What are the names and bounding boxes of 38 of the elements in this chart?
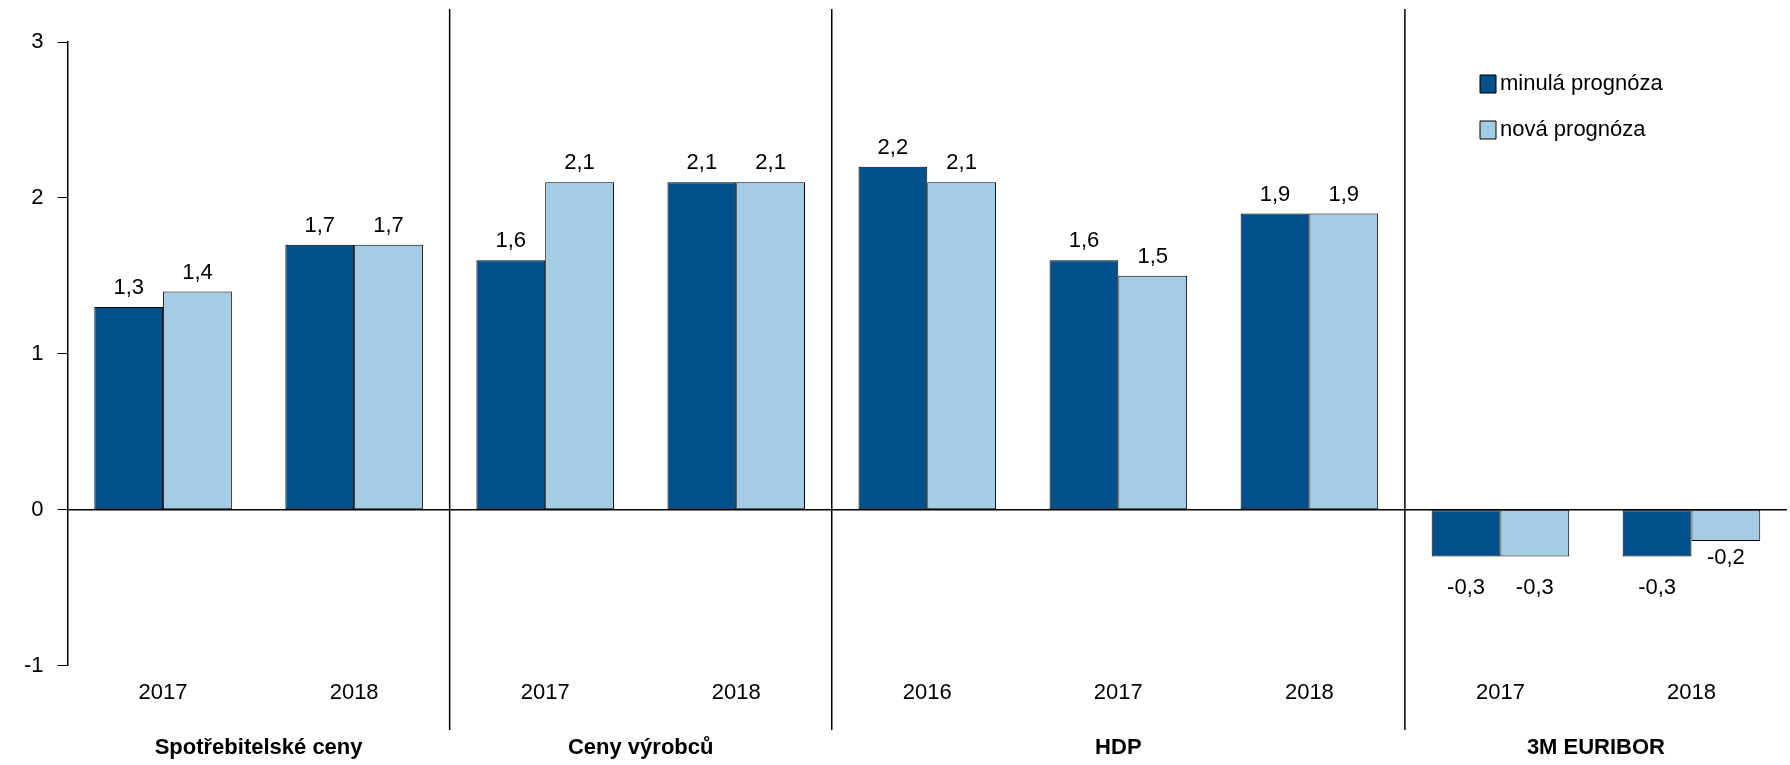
data-label: -0,3 [1638,573,1677,599]
x-tick-label: 2018 [711,678,761,704]
y-tick-label: 3 [31,28,44,54]
x-tick-label: 2018 [1667,678,1716,704]
legend-label: minulá prognóza [1500,70,1664,96]
x-tick-label: 2017 [1093,678,1143,704]
data-label: 2,1 [564,149,595,175]
y-tick-label: -1 [24,651,44,677]
data-label: 2,1 [755,149,786,175]
x-tick-label: 2017 [1475,678,1525,704]
legend-label: nová prognóza [1500,116,1647,142]
data-label: 1,4 [182,258,213,284]
data-label: 1,9 [1328,180,1360,206]
text: HDP [1095,734,1142,760]
x-tick-label: 2016 [902,678,952,704]
data-label: 2,2 [877,133,909,159]
text: Ceny výrobců [567,734,714,760]
data-label: 1,7 [304,211,336,237]
x-tick-label: 2017 [520,678,570,704]
data-label: 1,7 [373,211,404,237]
data-label: 2,1 [946,149,977,175]
data-label: -0,3 [1447,573,1485,599]
x-tick-label: 2018 [1284,678,1334,704]
x-tick-label: 2018 [329,678,379,704]
text: 3M EURIBOR [1526,734,1666,760]
data-label: 1,6 [1068,227,1100,253]
data-label: -0,3 [1515,573,1554,599]
data-label: 2,1 [686,149,718,175]
data-label: 1,9 [1259,180,1291,206]
y-tick-label: 1 [31,339,44,365]
data-label: 1,5 [1137,242,1169,268]
x-tick-label: 2017 [138,678,188,704]
data-label: 1,3 [113,274,144,300]
data-label: -0,2 [1706,543,1745,569]
y-tick-label: 0 [31,495,44,521]
y-tick-label: 2 [31,183,44,209]
data-label: 1,6 [495,227,527,253]
text: Spotřebitelské ceny [154,734,364,760]
